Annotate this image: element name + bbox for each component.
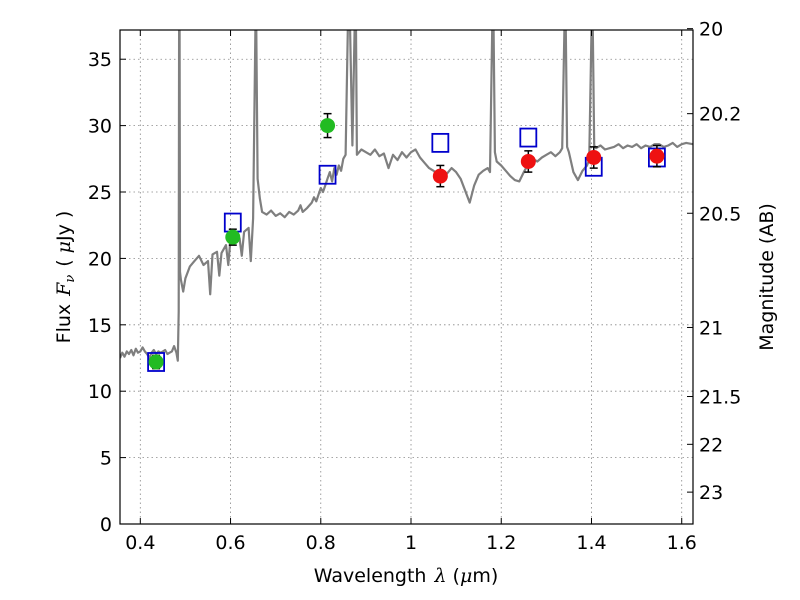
plot-frame: [119, 29, 694, 525]
x-axis-unit-mu: μ: [460, 565, 472, 587]
model-photometry-square: [318, 164, 337, 185]
observed-optical-point: [320, 118, 336, 134]
y-axis-symbol: F: [53, 282, 75, 297]
observed-nir-point: [586, 149, 602, 165]
y2-tick-label: 23: [699, 482, 723, 504]
observed-nir-point: [432, 168, 448, 184]
y2-tick-label: 20.2: [699, 104, 741, 126]
y2-tick-label: 22: [699, 434, 723, 456]
y2-tick-label: 21.5: [699, 387, 741, 409]
model-photometry-square: [431, 132, 450, 153]
y2-tick-label: 21: [699, 317, 723, 339]
y2-axis-label: Magnitude (AB): [756, 203, 778, 351]
ticks: 0.4 0.6 0.8 1 1.2 1.4 1.6 0 5 10 15 20 25 30 35 20 20.2 2…: [88, 19, 742, 554]
y-tick-label: 20: [88, 248, 112, 270]
x-axis-symbol: λ: [433, 565, 446, 587]
x-axis-label-text: Wavelength: [314, 565, 427, 587]
observed-optical-point: [148, 354, 164, 370]
y-tick-label: 25: [88, 182, 112, 204]
x-tick-label: 1: [405, 532, 417, 554]
x-axis-label: Wavelength λ (μm): [314, 565, 498, 587]
x-tick-label: 1.4: [576, 532, 606, 554]
y2-tick-label: 20.5: [699, 203, 741, 225]
model-spectrum-line: [120, 30, 693, 362]
observed-nir-point: [520, 153, 536, 169]
x-tick-label: 1.2: [486, 532, 516, 554]
y-axis-unit-rest: Jy: [53, 224, 75, 242]
marker-layer: [147, 112, 666, 372]
x-axis-unit-open: (: [453, 565, 460, 587]
x-axis-unit-rest: m): [472, 565, 498, 587]
y-tick-label: 0: [100, 514, 112, 536]
x-tick-label: 0.8: [306, 532, 336, 554]
y-axis-unit-close: ): [53, 211, 75, 218]
y-tick-label: 10: [88, 381, 112, 403]
x-tick-label: 0.4: [125, 532, 155, 554]
x-tick-label: 0.6: [215, 532, 245, 554]
data-layer: [120, 30, 693, 362]
y-tick-label: 35: [88, 49, 112, 71]
y-axis-unit-open: (: [53, 259, 75, 266]
y-tick-label: 15: [88, 315, 112, 337]
y2-tick-label: 20: [699, 19, 723, 41]
y-axis-label-text: Flux: [53, 304, 75, 344]
observed-optical-point: [225, 229, 241, 245]
model-photometry-square: [147, 352, 165, 372]
plot-background: [120, 30, 693, 524]
grid-lines: [120, 30, 693, 525]
observed-nir-point: [649, 148, 665, 164]
x-tick-label: 1.6: [667, 532, 697, 554]
model-photometry-square: [519, 127, 538, 148]
y-axis-subscript: ν: [63, 275, 78, 283]
y-axis-unit-mu: μ: [53, 241, 75, 253]
y-axis-label: Flux Fν ( μJy): [53, 211, 78, 344]
y-tick-label: 5: [100, 448, 112, 470]
y-tick-label: 30: [88, 116, 112, 138]
